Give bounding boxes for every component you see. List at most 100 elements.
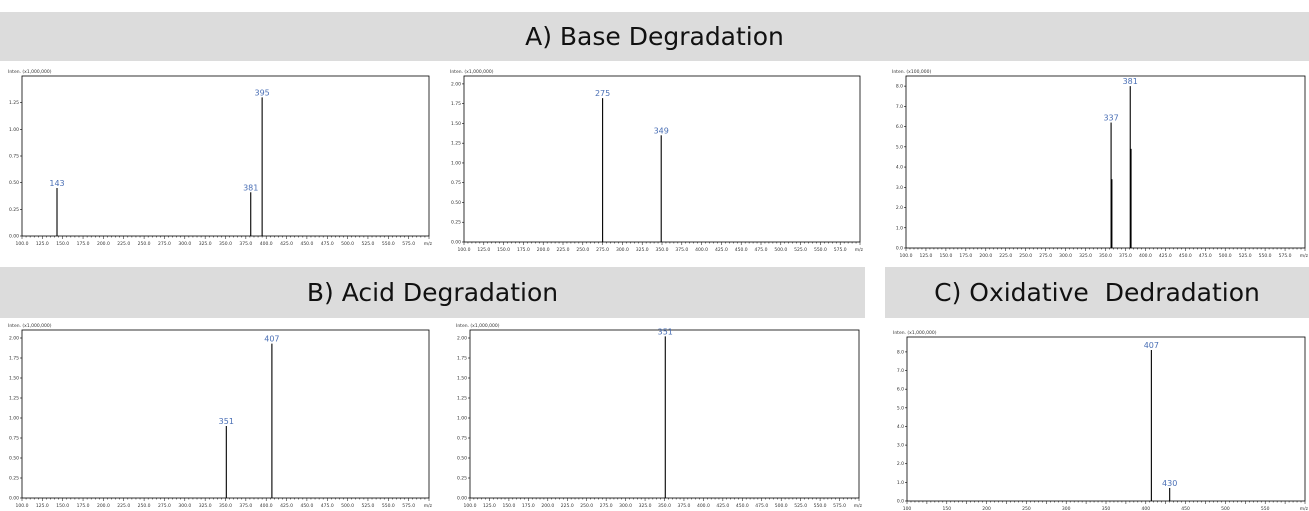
x-tick-label: 375.0 bbox=[239, 503, 252, 509]
x-tick-label: 300.0 bbox=[178, 503, 191, 509]
peak-label: 143 bbox=[49, 179, 64, 188]
x-tick-label: 275.0 bbox=[600, 503, 613, 509]
x-tick-label: 150.0 bbox=[56, 241, 69, 247]
x-unit-label: m/z bbox=[1300, 253, 1309, 259]
x-tick-label: 125.0 bbox=[920, 253, 933, 259]
peak-label: 275 bbox=[595, 89, 610, 98]
y-tick-label: 0.0 bbox=[897, 499, 904, 505]
x-unit-label: m/z bbox=[855, 247, 864, 253]
x-tick-label: 225.0 bbox=[557, 247, 570, 253]
y-tick-label: 1.00 bbox=[451, 160, 461, 166]
y-tick-label: 5.0 bbox=[896, 144, 903, 150]
y-tick-label: 0.50 bbox=[451, 200, 461, 206]
x-tick-label: 100 bbox=[903, 506, 912, 511]
x-tick-label: 250.0 bbox=[138, 241, 151, 247]
intensity-scale-label: Inten. (x100,000) bbox=[892, 69, 931, 75]
y-tick-label: 0.75 bbox=[451, 180, 461, 186]
oxidative-degradation-banner: C) Oxidative Dedradation bbox=[885, 267, 1309, 318]
x-unit-label: m/z bbox=[1300, 506, 1309, 511]
y-tick-label: 1.50 bbox=[451, 121, 461, 127]
y-tick-label: 0.0 bbox=[896, 246, 903, 252]
x-tick-label: 275.0 bbox=[1039, 253, 1052, 259]
x-tick-label: 250.0 bbox=[580, 503, 593, 509]
peak-label: 337 bbox=[1103, 114, 1118, 123]
x-tick-label: 100.0 bbox=[464, 503, 477, 509]
spectrum-base-2: Inten. (x1,000,000) 0.00 0.25 0.50 0.75 1.00 1… bbox=[450, 66, 864, 253]
x-tick-label: 350.0 bbox=[219, 241, 232, 247]
y-tick-label: 2.0 bbox=[897, 461, 904, 467]
x-tick-label: 100.0 bbox=[900, 253, 913, 259]
x-tick-label: 150.0 bbox=[56, 503, 69, 509]
x-tick-label: 200.0 bbox=[541, 503, 554, 509]
x-tick-label: 450.0 bbox=[1179, 253, 1192, 259]
y-tick-label: 1.50 bbox=[457, 376, 467, 382]
y-tick-label: 6.0 bbox=[896, 124, 903, 130]
intensity-scale-label: Inten. (x1,000,000) bbox=[456, 323, 500, 329]
x-tick-label: 150.0 bbox=[939, 253, 952, 259]
plot-frame bbox=[906, 336, 1306, 502]
x-tick-label: 375.0 bbox=[675, 247, 688, 253]
y-tick-label: 0.75 bbox=[9, 436, 19, 442]
x-tick-label: 275.0 bbox=[158, 241, 171, 247]
x-tick-label: 275.0 bbox=[158, 503, 171, 509]
y-tick-label: 1.25 bbox=[451, 141, 461, 147]
x-tick-label: 350 bbox=[1102, 506, 1111, 511]
plot-frame bbox=[469, 329, 860, 499]
x-tick-label: 300.0 bbox=[619, 503, 632, 509]
x-tick-label: 200.0 bbox=[97, 503, 110, 509]
x-tick-label: 325.0 bbox=[636, 247, 649, 253]
x-tick-label: 225.0 bbox=[117, 241, 130, 247]
spectrum-acid-1: Inten. (x1,000,000) 0.00 0.25 0.50 0.75 1.00 1… bbox=[8, 320, 433, 509]
x-tick-label: 475.0 bbox=[1199, 253, 1212, 259]
x-tick-label: 175.0 bbox=[77, 503, 90, 509]
x-tick-label: 125.0 bbox=[483, 503, 496, 509]
spectrum-acid-2: Inten. (x1,000,000) 0.00 0.25 0.50 0.75 1.00 1… bbox=[456, 320, 863, 509]
x-tick-label: 350.0 bbox=[658, 503, 671, 509]
x-tick-label: 325.0 bbox=[199, 241, 212, 247]
x-tick-label: 475.0 bbox=[755, 503, 768, 509]
x-tick-label: 550 bbox=[1261, 506, 1270, 511]
y-tick-label: 4.0 bbox=[896, 165, 903, 171]
y-tick-label: 0.50 bbox=[457, 456, 467, 462]
spectrum-svg: Inten. (x1,000,000) 0.00 0.25 0.50 0.75 1.00 1… bbox=[8, 69, 433, 247]
peak-label: 351 bbox=[219, 417, 234, 426]
x-unit-label: m/z bbox=[854, 503, 863, 509]
y-tick-label: 2.0 bbox=[896, 205, 903, 211]
peak-label: 381 bbox=[1123, 77, 1138, 86]
peak-label: 407 bbox=[1144, 341, 1159, 350]
x-tick-label: 575.0 bbox=[1279, 253, 1292, 259]
plot-frame bbox=[21, 75, 430, 237]
x-tick-label: 375.0 bbox=[1119, 253, 1132, 259]
x-unit-label: m/z bbox=[424, 241, 433, 247]
x-tick-label: 150 bbox=[943, 506, 952, 511]
x-tick-label: 550.0 bbox=[1259, 253, 1272, 259]
x-tick-label: 350.0 bbox=[219, 503, 232, 509]
x-tick-label: 425.0 bbox=[716, 503, 729, 509]
peak-label: 381 bbox=[243, 183, 258, 192]
x-tick-label: 125.0 bbox=[36, 503, 49, 509]
y-tick-label: 4.0 bbox=[897, 424, 904, 430]
x-tick-label: 450.0 bbox=[735, 247, 748, 253]
x-tick-label: 350.0 bbox=[656, 247, 669, 253]
x-tick-label: 325.0 bbox=[639, 503, 652, 509]
y-tick-label: 2.00 bbox=[451, 81, 461, 87]
x-tick-label: 100.0 bbox=[16, 503, 29, 509]
x-tick-label: 575.0 bbox=[834, 247, 847, 253]
y-tick-label: 7.0 bbox=[897, 368, 904, 374]
x-tick-label: 450.0 bbox=[300, 503, 313, 509]
x-tick-label: 475.0 bbox=[755, 247, 768, 253]
x-tick-label: 350.0 bbox=[1099, 253, 1112, 259]
x-tick-label: 550.0 bbox=[814, 503, 827, 509]
x-tick-label: 425.0 bbox=[715, 247, 728, 253]
y-tick-label: 3.0 bbox=[896, 185, 903, 191]
x-tick-label: 450.0 bbox=[736, 503, 749, 509]
y-tick-label: 0.25 bbox=[457, 476, 467, 482]
y-tick-label: 7.0 bbox=[896, 104, 903, 110]
x-tick-label: 175.0 bbox=[959, 253, 972, 259]
x-tick-label: 425.0 bbox=[280, 503, 293, 509]
x-unit-label: m/z bbox=[424, 503, 433, 509]
spectrum-svg: Inten. (x1,000,000) 0.00 0.25 0.50 0.75 1.00 1… bbox=[456, 323, 863, 509]
base-degradation-banner: A) Base Degradation bbox=[0, 12, 1309, 61]
x-tick-label: 500.0 bbox=[775, 503, 788, 509]
x-tick-label: 400.0 bbox=[1139, 253, 1152, 259]
